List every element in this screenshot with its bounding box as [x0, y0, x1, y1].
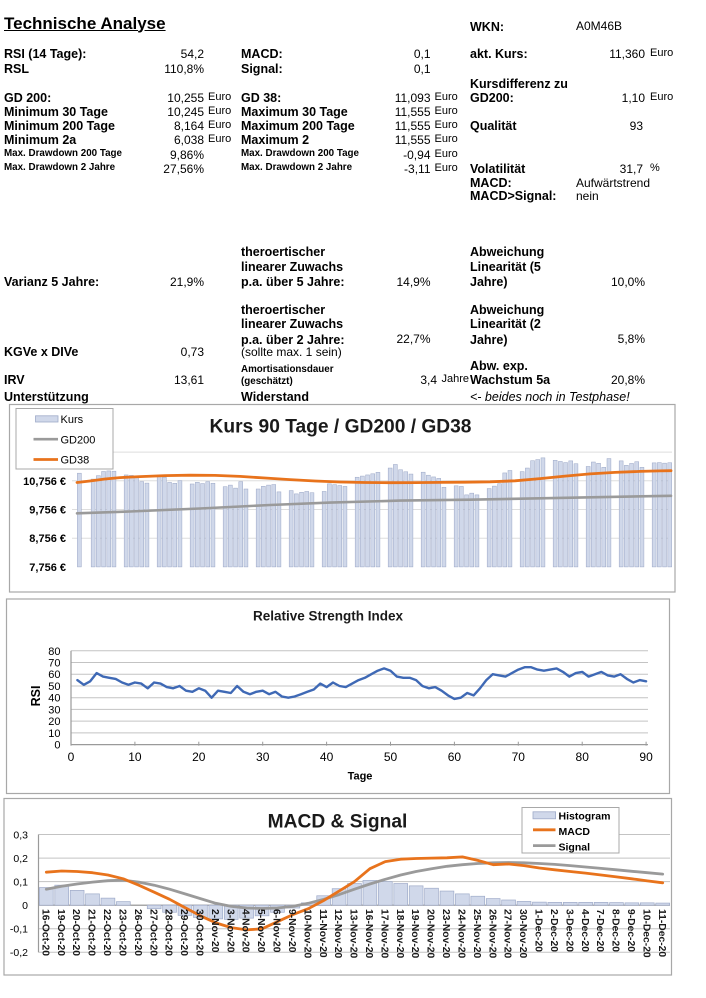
svg-text:7-Dec-20: 7-Dec-20	[594, 909, 605, 952]
svg-text:90: 90	[639, 750, 653, 764]
svg-text:0,3: 0,3	[13, 829, 28, 841]
svg-text:0: 0	[68, 750, 75, 764]
svg-text:GD200: GD200	[61, 434, 96, 446]
svg-text:80: 80	[576, 750, 590, 764]
svg-text:29-Oct-20: 29-Oct-20	[178, 909, 189, 956]
svg-text:70: 70	[48, 658, 60, 670]
svg-text:GD38: GD38	[61, 455, 90, 467]
svg-text:22-Oct-20: 22-Oct-20	[101, 909, 112, 956]
svg-text:50: 50	[384, 750, 398, 764]
svg-text:-0,1: -0,1	[10, 924, 28, 936]
svg-text:28-Oct-20: 28-Oct-20	[163, 909, 174, 956]
svg-text:1-Dec-20: 1-Dec-20	[533, 909, 544, 952]
svg-text:0: 0	[22, 900, 28, 912]
svg-text:0,1: 0,1	[13, 876, 28, 888]
svg-text:27-Oct-20: 27-Oct-20	[147, 909, 158, 956]
svg-text:18-Nov-20: 18-Nov-20	[394, 909, 405, 958]
svg-text:9,756 €: 9,756 €	[29, 505, 66, 517]
svg-text:23-Oct-20: 23-Oct-20	[116, 909, 127, 956]
svg-text:8-Dec-20: 8-Dec-20	[610, 909, 621, 952]
svg-text:13-Nov-20: 13-Nov-20	[348, 909, 359, 958]
svg-text:80: 80	[48, 646, 60, 658]
svg-text:Histogram: Histogram	[559, 810, 611, 822]
svg-text:3-Dec-20: 3-Dec-20	[563, 909, 574, 952]
svg-text:5-Nov-20: 5-Nov-20	[255, 909, 266, 953]
svg-text:Relative Strength Index: Relative Strength Index	[253, 609, 404, 624]
svg-text:Tage: Tage	[348, 770, 373, 782]
svg-text:2-Nov-20: 2-Nov-20	[209, 909, 220, 953]
svg-text:Signal: Signal	[559, 842, 591, 854]
svg-text:17-Nov-20: 17-Nov-20	[378, 909, 389, 958]
svg-text:10: 10	[48, 728, 60, 740]
svg-text:30-Nov-20: 30-Nov-20	[517, 909, 528, 958]
svg-text:6-Nov-20: 6-Nov-20	[271, 909, 282, 953]
svg-text:19-Oct-20: 19-Oct-20	[55, 909, 66, 956]
svg-text:20: 20	[48, 716, 60, 728]
svg-text:30: 30	[48, 704, 60, 716]
svg-text:10: 10	[128, 750, 142, 764]
svg-text:70: 70	[512, 750, 526, 764]
svg-text:10-Dec-20: 10-Dec-20	[640, 909, 651, 958]
svg-text:0: 0	[54, 740, 60, 752]
svg-text:16-Oct-20: 16-Oct-20	[39, 909, 50, 956]
svg-text:25-Nov-20: 25-Nov-20	[471, 909, 482, 958]
svg-text:16-Nov-20: 16-Nov-20	[363, 909, 374, 958]
svg-text:4-Nov-20: 4-Nov-20	[240, 909, 251, 953]
svg-text:0,2: 0,2	[13, 853, 28, 865]
svg-text:9-Dec-20: 9-Dec-20	[625, 909, 636, 952]
svg-text:40: 40	[320, 750, 334, 764]
svg-text:60: 60	[48, 669, 60, 681]
svg-text:12-Nov-20: 12-Nov-20	[332, 909, 343, 958]
svg-text:20-Nov-20: 20-Nov-20	[425, 909, 436, 958]
svg-text:23-Nov-20: 23-Nov-20	[440, 909, 451, 958]
svg-text:3-Nov-20: 3-Nov-20	[224, 909, 235, 953]
svg-text:30: 30	[256, 750, 270, 764]
svg-text:Kurs 90 Tage / GD200 / GD38: Kurs 90 Tage / GD200 / GD38	[210, 416, 472, 437]
svg-text:7,756 €: 7,756 €	[29, 562, 66, 574]
svg-text:19-Nov-20: 19-Nov-20	[409, 909, 420, 958]
svg-text:MACD: MACD	[559, 826, 591, 838]
svg-text:20: 20	[192, 750, 206, 764]
svg-text:9-Nov-20: 9-Nov-20	[286, 909, 297, 953]
svg-text:10,756 €: 10,756 €	[23, 476, 66, 488]
svg-text:10-Nov-20: 10-Nov-20	[301, 909, 312, 958]
svg-text:Kurs: Kurs	[61, 414, 84, 426]
svg-text:40: 40	[48, 693, 60, 705]
svg-text:2-Dec-20: 2-Dec-20	[548, 909, 559, 952]
svg-text:50: 50	[48, 681, 60, 693]
svg-text:21-Oct-20: 21-Oct-20	[86, 909, 97, 956]
svg-text:11-Dec-20: 11-Dec-20	[656, 909, 667, 957]
svg-text:20-Oct-20: 20-Oct-20	[70, 909, 81, 956]
svg-text:30-Oct-20: 30-Oct-20	[194, 909, 205, 956]
svg-text:26-Nov-20: 26-Nov-20	[486, 909, 497, 958]
svg-text:MACD & Signal: MACD & Signal	[268, 811, 408, 832]
svg-text:-0,2: -0,2	[10, 947, 28, 959]
svg-text:26-Oct-20: 26-Oct-20	[132, 909, 143, 956]
svg-text:27-Nov-20: 27-Nov-20	[502, 909, 513, 958]
svg-text:8,756 €: 8,756 €	[29, 533, 66, 545]
svg-text:4-Dec-20: 4-Dec-20	[579, 909, 590, 952]
svg-text:RSI: RSI	[29, 686, 43, 707]
svg-text:60: 60	[448, 750, 462, 764]
svg-text:11-Nov-20: 11-Nov-20	[317, 909, 328, 958]
svg-text:24-Nov-20: 24-Nov-20	[456, 909, 467, 958]
